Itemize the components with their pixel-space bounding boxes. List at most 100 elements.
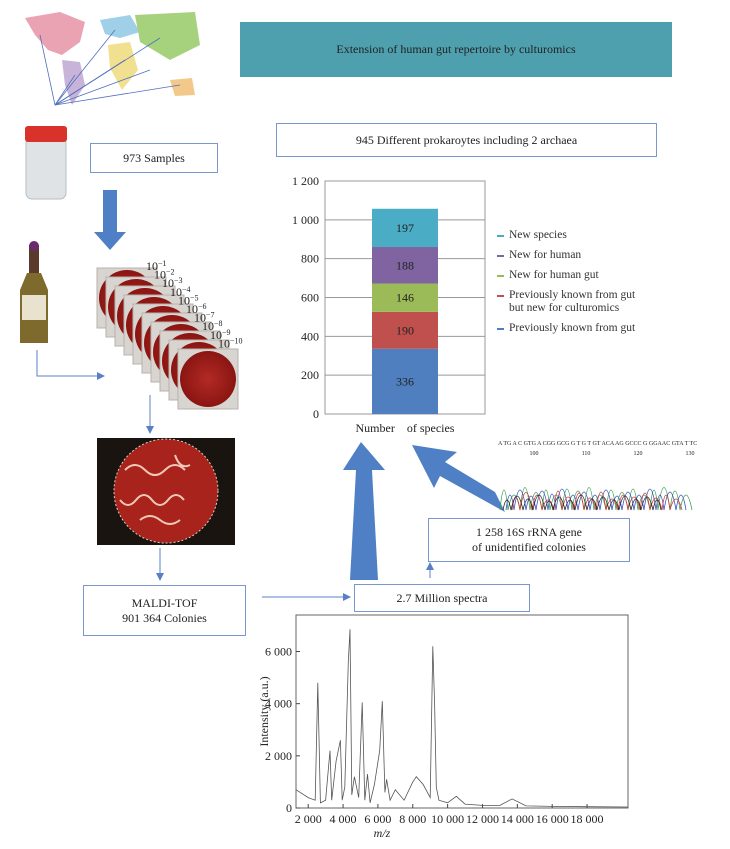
legend-swatch [497,235,504,237]
dilution-label: 10−2 [154,268,175,282]
chromatogram [499,487,693,511]
dilution-label: 10−6 [186,302,207,316]
dilution-base: 10 [162,276,174,290]
rrna-line: of unidentified colonies [472,540,586,554]
y-tick-label: 2 000 [265,749,292,763]
dilution-label: 10−3 [162,276,183,290]
bar-segment [372,208,438,248]
value-label: 188 [396,258,414,272]
legend-entry: New for human gut [497,269,639,282]
dilution-exponent: −10 [230,336,243,345]
y-tick-label: 1 200 [292,174,319,188]
legend-swatch [497,255,504,257]
maldi-line: 901 364 Colonies [122,610,207,625]
value-label: 146 [396,291,414,305]
dilution-plates: 10−110−210−310−410−510−610−710−810−910−1… [96,259,243,410]
dilution-exponent: −8 [214,319,223,328]
dilution-base: 10 [202,319,214,333]
dilution-label: 10−4 [170,285,191,299]
sequence-position: 120 [634,451,643,457]
x-tick-label: 14 000 [501,812,534,826]
dilution-label: 10−9 [210,328,231,342]
prokaryotes-box: 945 Different prokaroytes including 2 ar… [276,123,657,157]
rrna-box: 1 258 16S rRNA gene of unidentified colo… [428,518,630,562]
x-tick-label: 6 000 [364,812,391,826]
arrow-diagonal [412,445,505,512]
dilution-label: 10−8 [202,319,223,333]
dna-sequence: A TG A C GTG A CGG GCG G T G T GT ACA AG… [498,441,697,447]
y-tick-label: 600 [301,291,319,305]
legend-label: Previously known from gut [509,322,636,334]
maldi-line: MALDI-TOF [131,595,198,610]
x-axis-label: m/z [374,826,391,840]
value-label: 190 [396,323,414,337]
connector [36,350,105,380]
dilution-exponent: −3 [174,276,183,285]
maldi-box: MALDI-TOF 901 364 Colonies [83,585,246,636]
sequence-positions: 100 110 120 130 [530,451,695,457]
legend-label: New species [509,229,567,241]
dilution-base: 10 [194,311,206,325]
y-tick-label: 400 [301,329,319,343]
y-tick-label: 800 [301,252,319,266]
legend-swatch [497,275,504,277]
legend-entry: Previously known from gut [497,322,639,335]
sequence-position: 130 [686,451,695,457]
dilution-exponent: −2 [166,268,175,277]
legend-entry: New species [497,229,639,242]
rrna-line: 1 258 16S rRNA gene [476,525,582,539]
dilution-label: 10−10 [218,336,243,350]
legend-entry: New for human [497,249,639,262]
bar-segment [372,311,438,349]
legend-label: New for human [509,249,582,261]
y-tick-label: 0 [286,801,292,815]
bar-segment [372,283,438,312]
plate [180,351,236,407]
y-axis-label: Intensity (a.u.) [257,676,271,746]
petri-dish [97,438,235,545]
x-tick-label: 8 000 [399,812,426,826]
dilution-label: 10−7 [194,311,215,325]
x-tick-label: 10 000 [431,812,464,826]
dilution-base: 10 [170,285,182,299]
x-tick-label: 12 000 [466,812,499,826]
title: Extension of human gut repertoire by cul… [336,42,576,56]
culture-bottle [20,241,48,343]
legend-swatch [497,328,504,330]
dilution-exponent: −4 [182,285,191,294]
arrow-down [94,190,126,250]
arrow-up [343,442,385,580]
dilution-base: 10 [210,328,222,342]
dilution-base: 10 [178,293,190,307]
y-tick-label: 4 000 [265,697,292,711]
legend-label: Previously known from gut but new for cu… [509,289,636,314]
dilution-label: 10−1 [146,259,167,273]
samples-box: 973 Samples [90,143,218,173]
sequence-position: 110 [582,451,591,457]
spectra-box: 2.7 Million spectra [354,584,530,612]
legend-label: New for human gut [509,269,599,281]
x-tick-label: 2 000 [295,812,322,826]
dilution-base: 10 [186,302,198,316]
title-banner [240,22,672,77]
y-tick-label: 200 [301,368,319,382]
spectrum-line [295,629,629,808]
dilution-exponent: −9 [222,328,231,337]
dilution-exponent: −6 [198,302,207,311]
x-tick-label: 18 000 [571,812,604,826]
dilution-exponent: −5 [190,293,199,302]
y-tick-label: 1 000 [292,213,319,227]
value-label: 197 [396,221,414,235]
x-tick-label: 4 000 [330,812,357,826]
x-tick-label: 16 000 [536,812,569,826]
dilution-exponent: −7 [206,311,215,320]
legend-swatch [497,295,504,297]
sample-jar [25,126,67,200]
dilution-base: 10 [218,336,230,350]
y-tick-label: 6 000 [265,645,292,659]
dilution-exponent: −1 [158,259,167,268]
dilution-base: 10 [154,268,166,282]
